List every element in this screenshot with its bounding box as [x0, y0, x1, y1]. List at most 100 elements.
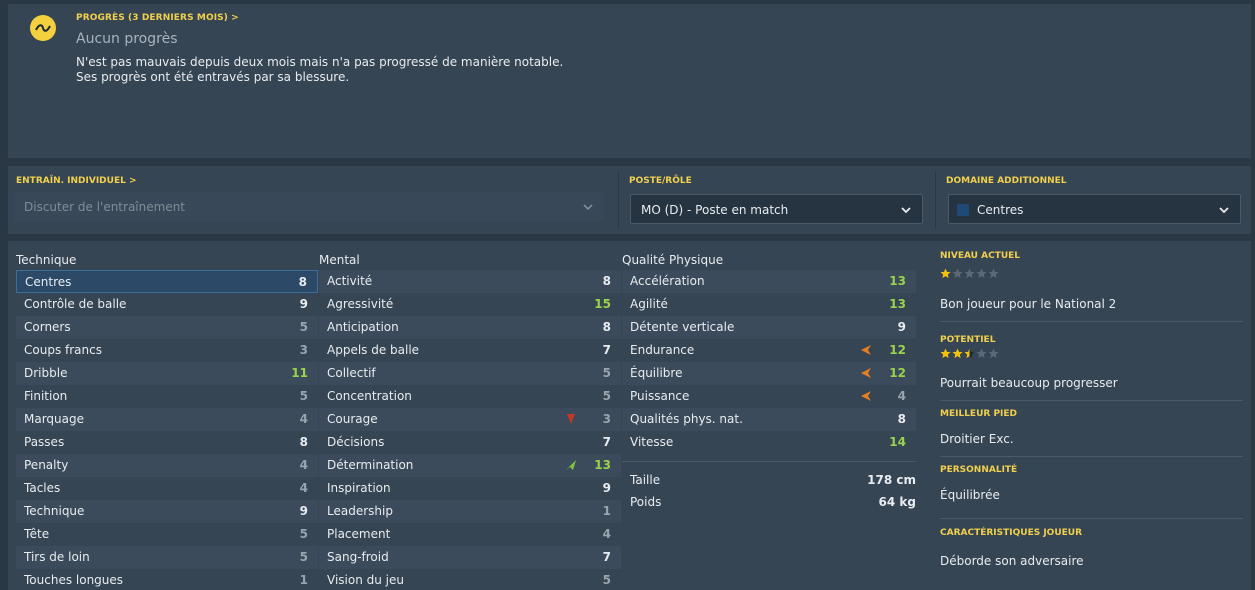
attribute-row[interactable]: Courage 3 — [319, 408, 621, 431]
player-traits-label: CARACTÉRISTIQUES JOUEUR — [940, 528, 1083, 538]
attribute-row[interactable]: Contrôle de balle 9 — [16, 293, 318, 316]
attribute-row[interactable]: Agilité 13 — [622, 293, 916, 316]
attribute-name: Coups francs — [24, 343, 102, 357]
attribute-row[interactable]: Technique 9 — [16, 500, 318, 523]
current-level-text: Bon joueur pour le National 2 — [940, 297, 1117, 311]
star-icon — [940, 268, 951, 279]
height-label: Taille — [630, 473, 661, 487]
attribute-name: Agilité — [630, 297, 668, 311]
training-label[interactable]: ENTRAÎN. INDIVIDUEL > — [16, 176, 137, 186]
divider — [618, 172, 619, 228]
role-label: POSTE/RÔLE — [629, 176, 692, 186]
attribute-row[interactable]: Placement 4 — [319, 523, 621, 546]
attribute-value: 9 — [299, 504, 308, 518]
physique-header: Qualité Physique — [622, 253, 724, 267]
attribute-row[interactable]: Dribble 11 — [16, 362, 318, 385]
attribute-row[interactable]: Touches longues 1 — [16, 569, 318, 590]
attribute-name: Centres — [25, 275, 72, 289]
attribute-name: Tirs de loin — [24, 550, 90, 564]
mental-header: Mental — [319, 253, 360, 267]
attribute-row[interactable]: Qualités phys. nat. 8 — [622, 408, 916, 431]
attribute-value: 4 — [897, 389, 906, 403]
attribute-row[interactable]: Leadership 1 — [319, 500, 621, 523]
progress-line-2: Ses progrès ont été entravés par sa bles… — [76, 70, 350, 84]
player-traits-value: Déborde son adversaire — [940, 554, 1084, 568]
potential-stars — [940, 348, 1000, 359]
attribute-row[interactable]: Accélération 13 — [622, 270, 916, 293]
attribute-value: 14 — [889, 435, 906, 449]
attributes-panel: Technique Mental Qualité Physique Centre… — [8, 241, 1251, 590]
star-icon — [952, 348, 963, 359]
attribute-name: Collectif — [327, 366, 376, 380]
divider — [622, 461, 916, 462]
attribute-row[interactable]: Marquage 4 — [16, 408, 318, 431]
attribute-row[interactable]: Détente verticale 9 — [622, 316, 916, 339]
attribute-value: 8 — [298, 275, 307, 289]
attribute-row[interactable]: Tirs de loin 5 — [16, 546, 318, 569]
star-icon — [964, 268, 975, 279]
attribute-value: 8 — [602, 320, 611, 334]
attribute-value: 9 — [897, 320, 906, 334]
attribute-value: 5 — [299, 320, 308, 334]
attribute-row[interactable]: Vision du jeu 5 — [319, 569, 621, 590]
attribute-row[interactable]: Inspiration 9 — [319, 477, 621, 500]
attribute-row[interactable]: Équilibre 12 — [622, 362, 916, 385]
weight-label: Poids — [630, 495, 662, 509]
attribute-row[interactable]: Vitesse 14 — [622, 431, 916, 454]
controls-panel: ENTRAÎN. INDIVIDUEL > Discuter de l'entr… — [8, 166, 1251, 234]
chevron-down-icon — [901, 207, 911, 214]
trend-down-icon — [567, 414, 575, 424]
attribute-row[interactable]: Concentration 5 — [319, 385, 621, 408]
star-icon — [940, 348, 951, 359]
attribute-value: 5 — [602, 573, 611, 587]
attribute-value: 1 — [602, 504, 611, 518]
attribute-row[interactable]: Corners 5 — [16, 316, 318, 339]
role-dropdown[interactable]: MO (D) - Poste en match — [630, 194, 923, 224]
attribute-row[interactable]: Finition 5 — [16, 385, 318, 408]
attribute-name: Marquage — [24, 412, 85, 426]
training-dropdown[interactable]: Discuter de l'entraînement — [14, 192, 604, 222]
attribute-row[interactable]: Tacles 4 — [16, 477, 318, 500]
attribute-name: Tacles — [24, 481, 61, 495]
attribute-row[interactable]: Centres 8 — [16, 270, 318, 293]
attribute-row[interactable]: Décisions 7 — [319, 431, 621, 454]
star-icon — [988, 268, 999, 279]
attribute-row[interactable]: Agressivité 15 — [319, 293, 621, 316]
attribute-value: 8 — [602, 274, 611, 288]
divider — [940, 400, 1243, 401]
attribute-row[interactable]: Endurance 12 — [622, 339, 916, 362]
attribute-value: 7 — [602, 343, 611, 357]
attribute-row[interactable]: Puissance 4 — [622, 385, 916, 408]
attribute-row[interactable]: Collectif 5 — [319, 362, 621, 385]
training-dropdown-value: Discuter de l'entraînement — [24, 200, 185, 214]
domain-dropdown[interactable]: Centres — [948, 194, 1241, 224]
attribute-row[interactable]: Passes 8 — [16, 431, 318, 454]
attribute-row[interactable]: Sang-froid 7 — [319, 546, 621, 569]
trend-up-icon — [566, 460, 576, 470]
attribute-name: Courage — [327, 412, 378, 426]
star-icon — [988, 348, 999, 359]
progress-link[interactable]: PROGRÈS (3 DERNIERS MOIS) > — [76, 13, 239, 23]
attribute-name: Penalty — [24, 458, 69, 472]
attribute-name: Corners — [24, 320, 71, 334]
attribute-value: 8 — [897, 412, 906, 426]
attribute-row[interactable]: Anticipation 8 — [319, 316, 621, 339]
star-icon — [976, 348, 987, 359]
attribute-icon — [957, 204, 969, 216]
attribute-name: Endurance — [630, 343, 695, 357]
attribute-row[interactable]: Tête 5 — [16, 523, 318, 546]
divider — [940, 456, 1243, 457]
attribute-row[interactable]: Détermination 13 — [319, 454, 621, 477]
attribute-row[interactable]: Penalty 4 — [16, 454, 318, 477]
current-level-stars — [940, 268, 1000, 279]
attribute-row[interactable]: Activité 8 — [319, 270, 621, 293]
attribute-row[interactable]: Appels de balle 7 — [319, 339, 621, 362]
star-icon — [952, 268, 963, 279]
current-level-label: NIVEAU ACTUEL — [940, 251, 1021, 261]
attribute-row[interactable]: Coups francs 3 — [16, 339, 318, 362]
best-foot-value: Droitier Exc. — [940, 432, 1014, 446]
attribute-name: Dribble — [24, 366, 68, 380]
trend-down-icon — [861, 368, 871, 378]
attribute-name: Contrôle de balle — [24, 297, 127, 311]
attribute-value: 9 — [602, 481, 611, 495]
